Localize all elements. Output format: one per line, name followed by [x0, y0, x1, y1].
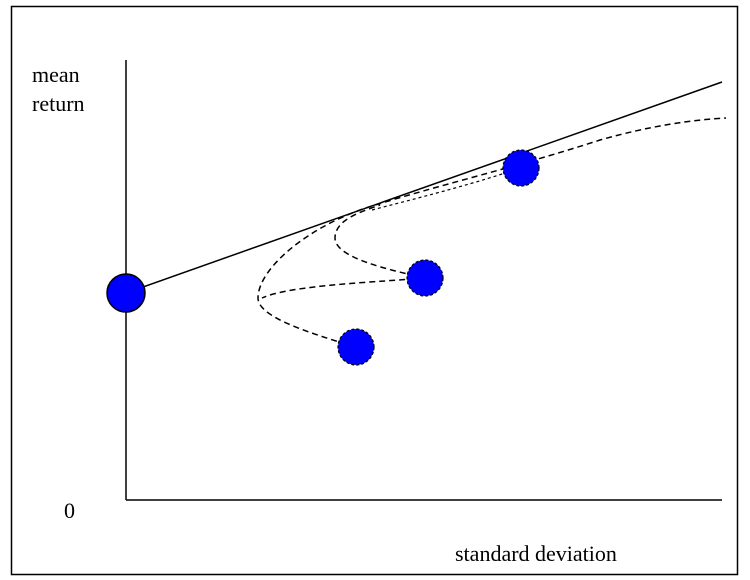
frontier-overlap-segment [371, 167, 521, 211]
y-axis-label-line1: mean [32, 62, 80, 87]
inner-frontier-curve [334, 204, 426, 279]
efficient-frontier-curve [257, 117, 727, 348]
origin-label: 0 [64, 498, 75, 523]
tangency-portfolio-dot [502, 149, 540, 187]
asset-dot-lower [337, 328, 375, 366]
x-axis-label: standard deviation [455, 541, 617, 566]
figure-border [10, 5, 739, 576]
connecting-curve [261, 277, 426, 299]
risk-free-dot [106, 273, 146, 313]
asset-dot-middle [406, 259, 444, 297]
capital-market-line [125, 81, 723, 294]
y-axis-label-line2: return [32, 91, 85, 116]
